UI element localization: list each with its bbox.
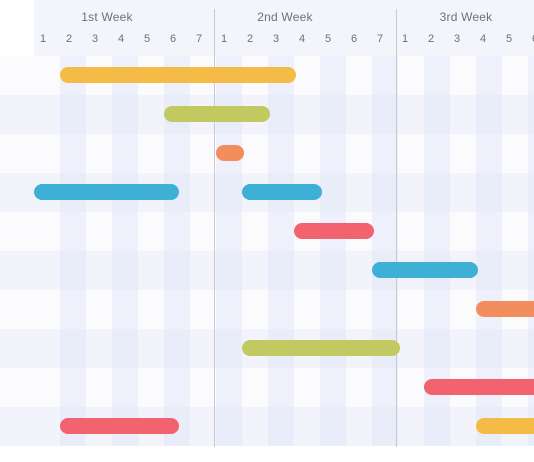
week-label-2: 2nd Week [257, 10, 313, 24]
day-label: 3 [272, 33, 280, 45]
day-column-shade [528, 56, 534, 446]
task-bar[interactable] [424, 379, 534, 395]
day-label: 1 [401, 33, 409, 45]
day-label: 5 [324, 33, 332, 45]
task-bar[interactable] [476, 301, 534, 317]
timeline-header-background [34, 0, 534, 56]
task-bar[interactable] [60, 418, 179, 434]
day-label: 7 [195, 33, 203, 45]
task-bar[interactable] [164, 106, 270, 122]
day-label: 1 [39, 33, 47, 45]
day-label: 1 [220, 33, 228, 45]
row-band [0, 212, 534, 251]
day-label: 3 [91, 33, 99, 45]
task-bar[interactable] [294, 223, 374, 239]
row-band [0, 134, 534, 173]
task-bar[interactable] [372, 262, 478, 278]
task-bar[interactable] [216, 145, 244, 161]
day-label: 6 [350, 33, 358, 45]
day-column-shade [112, 56, 138, 446]
week-label-3: 3rd Week [439, 10, 493, 24]
day-column-shade [372, 56, 398, 446]
day-label: 4 [117, 33, 125, 45]
week-divider [396, 9, 397, 447]
day-label: 4 [298, 33, 306, 45]
task-bar[interactable] [34, 184, 179, 200]
day-column-shade [268, 56, 294, 446]
day-column-shade [320, 56, 346, 446]
task-bar[interactable] [476, 418, 534, 434]
day-label: 6 [525, 33, 534, 45]
day-label: 4 [479, 33, 487, 45]
day-label: 5 [143, 33, 151, 45]
row-band [0, 290, 534, 329]
day-label: 7 [376, 33, 384, 45]
day-label: 2 [246, 33, 254, 45]
day-column-shade [60, 56, 86, 446]
task-bar[interactable] [60, 67, 296, 83]
day-label: 2 [427, 33, 435, 45]
day-label: 5 [505, 33, 513, 45]
day-label: 6 [169, 33, 177, 45]
week-label-1: 1st Week [81, 10, 133, 24]
task-bar[interactable] [242, 340, 400, 356]
week-divider [214, 9, 215, 447]
task-bar[interactable] [242, 184, 322, 200]
day-label: 2 [65, 33, 73, 45]
left-gutter [0, 56, 34, 446]
day-label: 3 [453, 33, 461, 45]
